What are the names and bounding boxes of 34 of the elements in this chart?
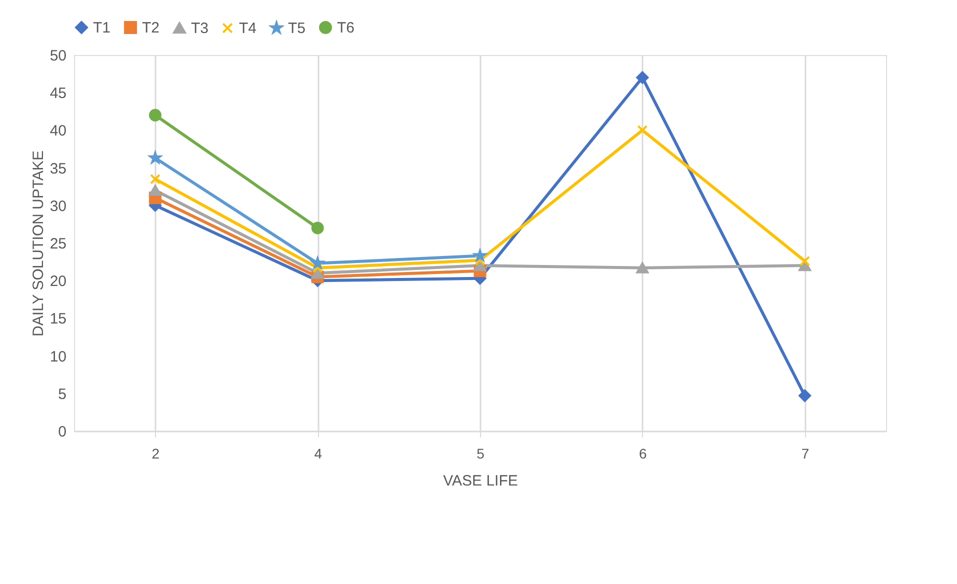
y-tick-label: 20: [50, 273, 66, 290]
y-tick-label: 0: [58, 424, 66, 440]
point: [636, 71, 649, 84]
legend-label: T6: [337, 20, 355, 37]
y-tick-label: 40: [50, 122, 66, 140]
point: [636, 262, 649, 274]
y-tick-label: 25: [50, 236, 66, 252]
x-tick-label: 2: [152, 446, 160, 462]
y-tick-label: 35: [50, 160, 66, 178]
y-axis-title: DAILY SOLUTION UPTAKE: [30, 150, 47, 336]
x-tick-label: 6: [639, 446, 647, 462]
y-tick-label: 10: [50, 348, 66, 366]
point: [311, 222, 324, 234]
point: [148, 184, 162, 196]
x-tick-label: 4: [314, 446, 322, 462]
point: [798, 389, 812, 402]
point: [474, 260, 486, 272]
legend-label: T5: [288, 20, 306, 38]
legend-label: T4: [239, 20, 257, 38]
point: [150, 174, 160, 184]
y-tick-label: 45: [50, 85, 66, 102]
x-tick-label: 7: [801, 446, 810, 462]
y-tick-label: 5: [58, 386, 66, 403]
y-tick-label: 15: [50, 310, 66, 328]
y-tick-label: 50: [50, 48, 66, 64]
y-tick-label: 30: [50, 198, 66, 215]
x-tick-label: 5: [476, 446, 485, 462]
point: [148, 108, 162, 122]
point: [637, 125, 648, 136]
point: [311, 268, 324, 279]
x-axis-title: VASE LIFE: [443, 472, 518, 490]
legend-label: T1: [93, 20, 111, 37]
legend-label: T2: [142, 20, 160, 37]
legend-label: T3: [191, 20, 209, 37]
